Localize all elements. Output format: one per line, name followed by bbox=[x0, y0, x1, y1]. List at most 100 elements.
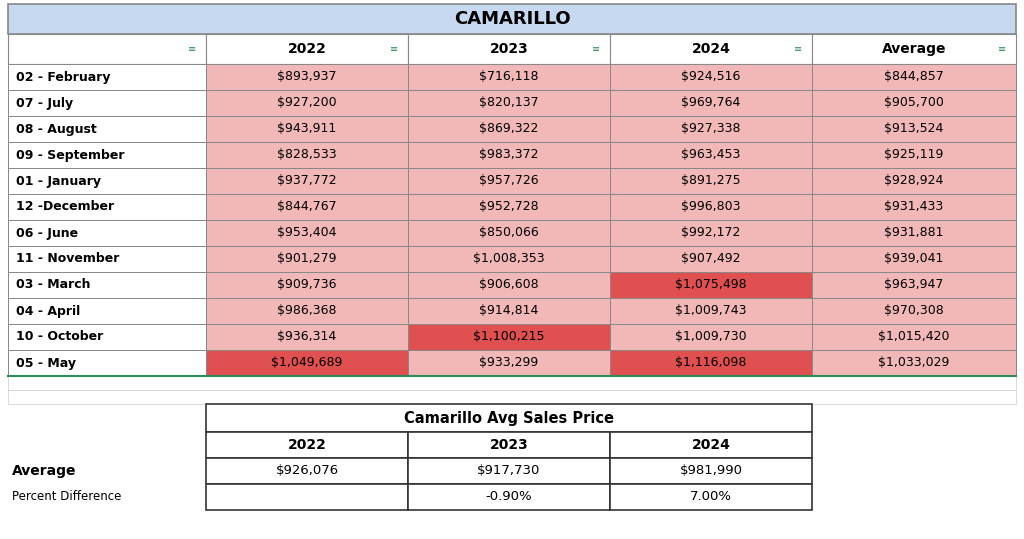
Bar bbox=[8, 64, 206, 90]
Bar bbox=[408, 324, 610, 350]
Bar bbox=[812, 34, 1016, 64]
Bar bbox=[408, 432, 610, 458]
Text: ≡: ≡ bbox=[390, 44, 398, 54]
Text: CAMARILLO: CAMARILLO bbox=[454, 10, 570, 28]
Bar bbox=[206, 64, 408, 90]
Bar bbox=[206, 272, 408, 298]
Text: 12 -December: 12 -December bbox=[16, 201, 114, 213]
Text: 2023: 2023 bbox=[489, 42, 528, 56]
Bar bbox=[610, 298, 812, 324]
Bar bbox=[408, 116, 610, 142]
Bar bbox=[812, 142, 1016, 168]
Text: $927,200: $927,200 bbox=[278, 96, 337, 109]
Bar bbox=[8, 194, 206, 220]
Text: $928,924: $928,924 bbox=[885, 175, 944, 188]
Bar bbox=[206, 194, 408, 220]
Bar bbox=[812, 246, 1016, 272]
Text: 02 - February: 02 - February bbox=[16, 71, 111, 84]
Text: $952,728: $952,728 bbox=[479, 201, 539, 213]
Text: $893,937: $893,937 bbox=[278, 71, 337, 84]
Text: $844,767: $844,767 bbox=[278, 201, 337, 213]
Text: $931,881: $931,881 bbox=[885, 226, 944, 239]
Bar bbox=[408, 90, 610, 116]
Text: $996,803: $996,803 bbox=[681, 201, 740, 213]
Bar bbox=[8, 220, 206, 246]
Text: 7.00%: 7.00% bbox=[690, 490, 732, 503]
Text: $891,275: $891,275 bbox=[681, 175, 740, 188]
Bar bbox=[610, 34, 812, 64]
Text: $913,524: $913,524 bbox=[885, 122, 944, 135]
Bar bbox=[812, 272, 1016, 298]
Text: $957,726: $957,726 bbox=[479, 175, 539, 188]
Bar bbox=[610, 272, 812, 298]
Bar bbox=[812, 194, 1016, 220]
Text: $969,764: $969,764 bbox=[681, 96, 740, 109]
Text: $1,033,029: $1,033,029 bbox=[879, 356, 949, 370]
Bar bbox=[408, 34, 610, 64]
Text: $1,075,498: $1,075,498 bbox=[675, 279, 746, 292]
Bar bbox=[8, 484, 206, 510]
Text: 2024: 2024 bbox=[691, 42, 730, 56]
Bar bbox=[8, 298, 206, 324]
Text: $925,119: $925,119 bbox=[885, 149, 944, 162]
Bar bbox=[8, 376, 1016, 390]
Bar bbox=[812, 324, 1016, 350]
Text: $716,118: $716,118 bbox=[479, 71, 539, 84]
Text: $828,533: $828,533 bbox=[278, 149, 337, 162]
Bar bbox=[408, 142, 610, 168]
Bar bbox=[8, 324, 206, 350]
Bar bbox=[408, 350, 610, 376]
Bar bbox=[206, 246, 408, 272]
Text: 09 - September: 09 - September bbox=[16, 149, 125, 162]
Text: $901,279: $901,279 bbox=[278, 252, 337, 266]
Text: $937,772: $937,772 bbox=[278, 175, 337, 188]
Bar bbox=[206, 298, 408, 324]
Bar bbox=[206, 484, 408, 510]
Bar bbox=[812, 116, 1016, 142]
Text: $927,338: $927,338 bbox=[681, 122, 740, 135]
Bar bbox=[408, 484, 610, 510]
Text: $963,947: $963,947 bbox=[885, 279, 944, 292]
Bar bbox=[610, 350, 812, 376]
Text: ≡: ≡ bbox=[794, 44, 802, 54]
Text: Camarillo Avg Sales Price: Camarillo Avg Sales Price bbox=[404, 411, 614, 425]
Text: ≡: ≡ bbox=[592, 44, 600, 54]
Text: $963,453: $963,453 bbox=[681, 149, 740, 162]
Bar bbox=[408, 168, 610, 194]
Bar bbox=[8, 246, 206, 272]
Bar bbox=[610, 246, 812, 272]
Bar bbox=[610, 484, 812, 510]
Bar bbox=[206, 324, 408, 350]
Bar bbox=[8, 116, 206, 142]
Bar bbox=[812, 90, 1016, 116]
Bar bbox=[408, 458, 610, 484]
Text: $905,700: $905,700 bbox=[884, 96, 944, 109]
Text: $943,911: $943,911 bbox=[278, 122, 337, 135]
Text: $1,009,730: $1,009,730 bbox=[675, 330, 746, 343]
Bar bbox=[408, 298, 610, 324]
Text: $917,730: $917,730 bbox=[477, 465, 541, 478]
Bar bbox=[8, 272, 206, 298]
Bar bbox=[206, 116, 408, 142]
Text: 05 - May: 05 - May bbox=[16, 356, 76, 370]
Text: $1,008,353: $1,008,353 bbox=[473, 252, 545, 266]
Bar bbox=[812, 168, 1016, 194]
Bar bbox=[610, 324, 812, 350]
Text: 03 - March: 03 - March bbox=[16, 279, 90, 292]
Text: $933,299: $933,299 bbox=[479, 356, 539, 370]
Text: 04 - April: 04 - April bbox=[16, 305, 80, 317]
Text: $1,116,098: $1,116,098 bbox=[675, 356, 746, 370]
Bar bbox=[408, 64, 610, 90]
Text: $1,100,215: $1,100,215 bbox=[473, 330, 545, 343]
Text: $924,516: $924,516 bbox=[681, 71, 740, 84]
Text: $992,172: $992,172 bbox=[681, 226, 740, 239]
Bar bbox=[8, 90, 206, 116]
Bar bbox=[610, 458, 812, 484]
Bar bbox=[206, 220, 408, 246]
Bar bbox=[206, 350, 408, 376]
Bar bbox=[610, 90, 812, 116]
Text: $931,433: $931,433 bbox=[885, 201, 944, 213]
Bar bbox=[408, 194, 610, 220]
Text: $1,049,689: $1,049,689 bbox=[271, 356, 343, 370]
Text: $906,608: $906,608 bbox=[479, 279, 539, 292]
